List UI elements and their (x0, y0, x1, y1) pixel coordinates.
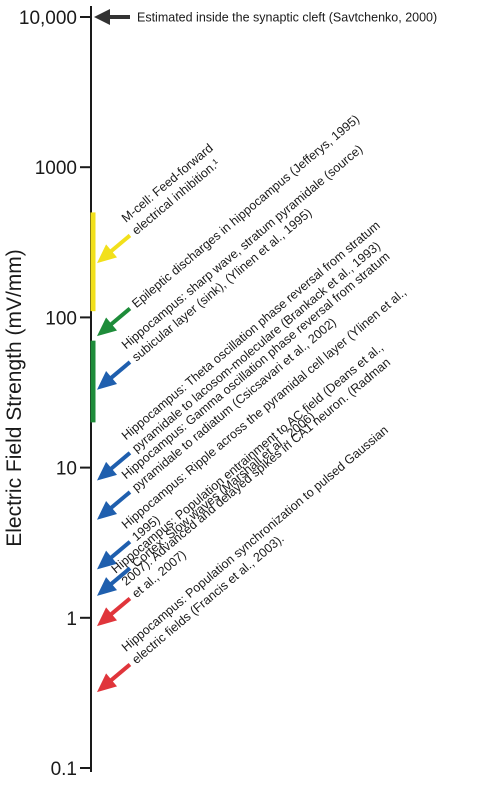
y-tick-label: 1 (66, 609, 77, 630)
annotation: Estimated inside the synaptic cleft (Sav… (94, 9, 437, 25)
y-tick-label: 0.1 (51, 759, 77, 780)
arrow-head (94, 9, 110, 25)
arrow-head (97, 673, 118, 693)
y-tick-label: 1000 (35, 158, 77, 179)
arrow-shaft (108, 662, 132, 683)
y-axis-label: Electric Field Strength (mV/mm) (3, 249, 26, 547)
annotation-label: Estimated inside the synaptic cleft (Sav… (137, 11, 437, 25)
arrow-head (97, 244, 118, 264)
arrow-shaft (108, 490, 132, 511)
y-tick-label: 10,000 (19, 8, 77, 29)
arrow-head (97, 370, 118, 390)
range-bar (90, 212, 96, 312)
range-bar (90, 340, 96, 423)
arrow-shaft (108, 596, 132, 617)
y-axis-ticks: 0.1 1 10 100 1000 10,000 (19, 8, 91, 780)
annotations: Estimated inside the synaptic cleft (Sav… (94, 9, 437, 693)
y-tick-label: 100 (45, 308, 77, 329)
arrow-head (97, 317, 118, 337)
y-tick-label: 10 (56, 459, 77, 480)
arrow-shaft (108, 566, 132, 587)
arrow-shaft (108, 360, 132, 381)
arrow-shaft (108, 306, 132, 327)
arrow-shaft (108, 451, 132, 472)
range-bars (90, 212, 96, 423)
arrow-shaft (108, 233, 132, 254)
arrow-head (97, 577, 118, 596)
arrow-shaft (108, 540, 132, 561)
arrow-head (97, 607, 118, 627)
arrow-head (97, 461, 118, 481)
arrow-head (97, 500, 118, 520)
arrow-head (97, 550, 118, 570)
